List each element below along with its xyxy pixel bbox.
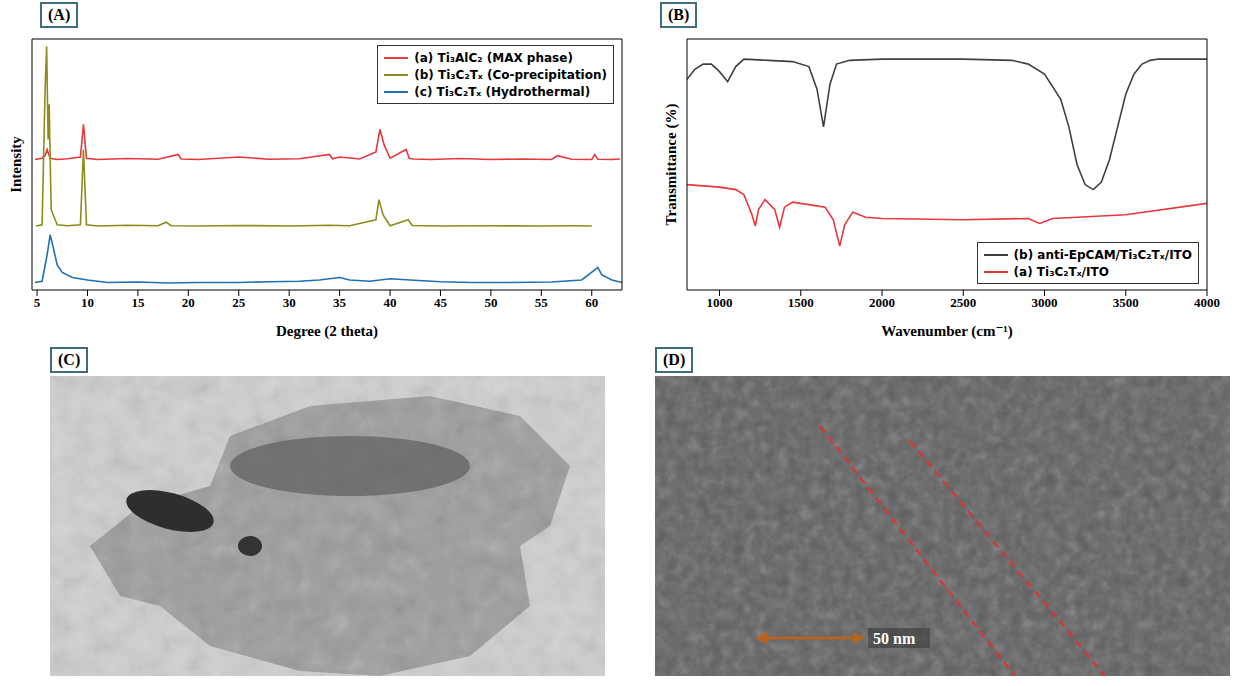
- html-text:(A): (A): [48, 6, 71, 23]
- html-text:(b) anti-EpCAM/Ti₃C₂Tₓ/ITO: (b) anti-EpCAM/Ti₃C₂Tₓ/ITO: [1013, 247, 1192, 262]
- svg-text:3000: 3000: [1032, 295, 1058, 310]
- svg-text:2500: 2500: [950, 295, 976, 310]
- svg-text:45: 45: [434, 295, 448, 310]
- html-text:(b) Ti₃C₂Tₓ (Co-precipitation): (b) Ti₃C₂Tₓ (Co-precipitation): [414, 67, 607, 82]
- html-text:(c) Ti₃C₂Tₓ (Hydrothermal): (c) Ti₃C₂Tₓ (Hydrothermal): [414, 84, 591, 99]
- svg-text:10: 10: [81, 295, 94, 310]
- svg-text:2000: 2000: [869, 295, 895, 310]
- svg-text:1500: 1500: [788, 295, 814, 310]
- svg-text:Wavenumber (cm⁻¹): Wavenumber (cm⁻¹): [881, 323, 1013, 340]
- html-text:(a) Ti₃AlC₂ (MAX phase): (a) Ti₃AlC₂ (MAX phase): [414, 50, 573, 65]
- svg-text:4000: 4000: [1194, 295, 1220, 310]
- svg-text:1000: 1000: [707, 295, 733, 310]
- svg-text:Intensity: Intensity: [8, 136, 24, 193]
- svg-text:50 nm: 50 nm: [873, 630, 916, 647]
- html-text:(a) Ti₃C₂Tₓ/ITO: (a) Ti₃C₂Tₓ/ITO: [1013, 264, 1109, 279]
- svg-text:40: 40: [384, 295, 397, 310]
- svg-text:Transmittance (%): Transmittance (%): [663, 104, 680, 226]
- svg-text:50: 50: [484, 295, 497, 310]
- svg-text:30: 30: [283, 295, 296, 310]
- html-text:(B): (B): [668, 6, 690, 23]
- svg-text:Degree (2 theta): Degree (2 theta): [276, 323, 378, 340]
- svg-text:35: 35: [333, 295, 347, 310]
- svg-text:15: 15: [131, 295, 145, 310]
- html-text:(D): (D): [663, 351, 686, 368]
- svg-text:20: 20: [182, 295, 195, 310]
- svg-text:5: 5: [34, 295, 41, 310]
- svg-text:60: 60: [585, 295, 598, 310]
- svg-text:25: 25: [232, 295, 246, 310]
- svg-text:55: 55: [535, 295, 549, 310]
- svg-text:3500: 3500: [1113, 295, 1139, 310]
- html-text:(C): (C): [58, 351, 81, 368]
